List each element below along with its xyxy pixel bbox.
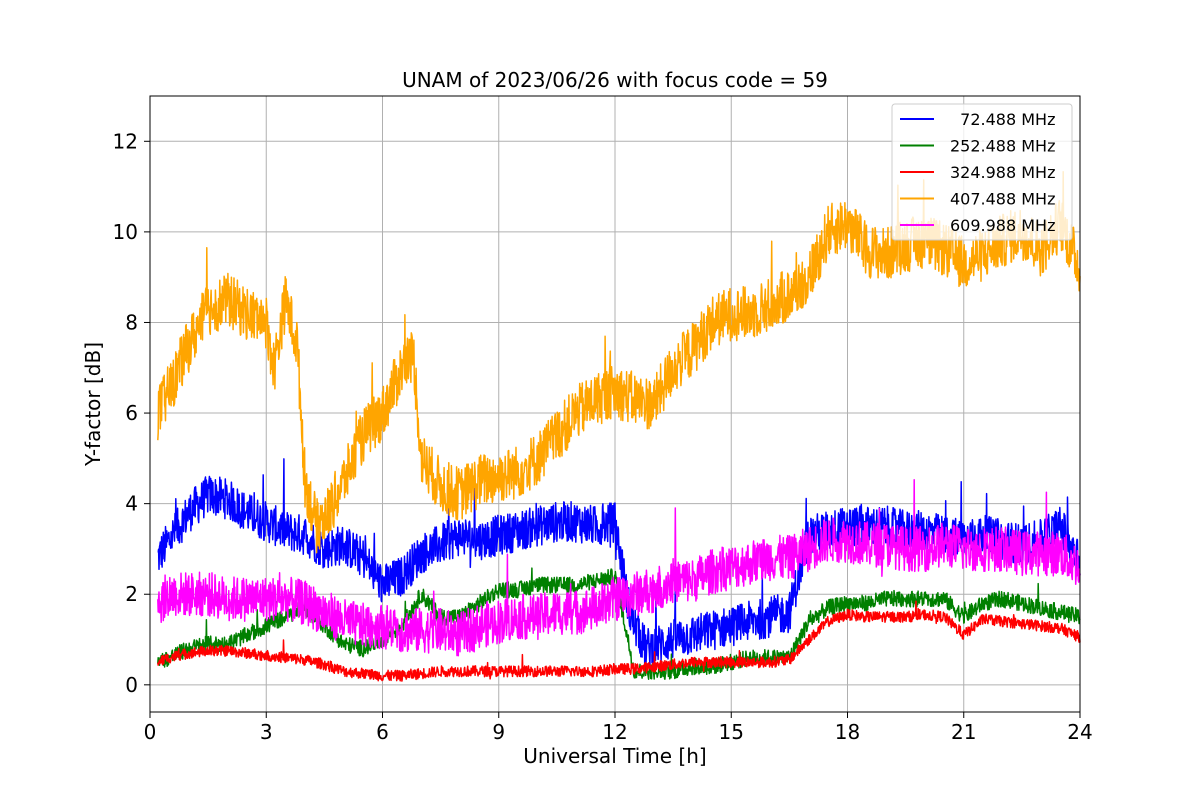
legend-entry: 252.488 MHz xyxy=(950,137,1055,156)
y-tick-label: 12 xyxy=(113,129,138,153)
x-tick-label: 12 xyxy=(602,720,627,744)
x-tick-label: 6 xyxy=(376,720,389,744)
legend-frame xyxy=(891,103,1073,241)
legend-entry: 407.488 MHz xyxy=(950,190,1055,209)
x-tick-label: 0 xyxy=(144,720,157,744)
y-axis-label: Y-factor [dB] xyxy=(81,342,105,467)
x-tick-label: 18 xyxy=(835,720,860,744)
x-tick-label: 15 xyxy=(719,720,744,744)
y-tick-label: 4 xyxy=(125,492,138,516)
x-tick-label: 9 xyxy=(492,720,505,744)
legend-entry: 72.488 MHz xyxy=(950,110,1055,129)
chart-title: UNAM of 2023/06/26 with focus code = 59 xyxy=(402,68,828,92)
legend-entry: 609.988 MHz xyxy=(950,216,1055,235)
x-axis-label: Universal Time [h] xyxy=(523,744,706,768)
series-line-4 xyxy=(157,479,1081,657)
x-tick-label: 21 xyxy=(951,720,976,744)
y-tick-label: 0 xyxy=(125,673,138,697)
x-tick-label: 24 xyxy=(1067,720,1092,744)
series-line-0 xyxy=(157,458,1081,668)
legend: 72.488 MHz 252.488 MHz 324.988 MHz 407.488 … xyxy=(891,103,1073,241)
series-line-2 xyxy=(157,600,1081,682)
y-tick-label: 6 xyxy=(125,401,138,425)
x-tick-label: 3 xyxy=(260,720,273,744)
y-tick-label: 10 xyxy=(113,220,138,244)
legend-entry: 324.988 MHz xyxy=(950,163,1055,182)
series-group xyxy=(157,171,1081,682)
y-tick-label: 2 xyxy=(125,582,138,606)
y-tick-label: 8 xyxy=(125,310,138,334)
